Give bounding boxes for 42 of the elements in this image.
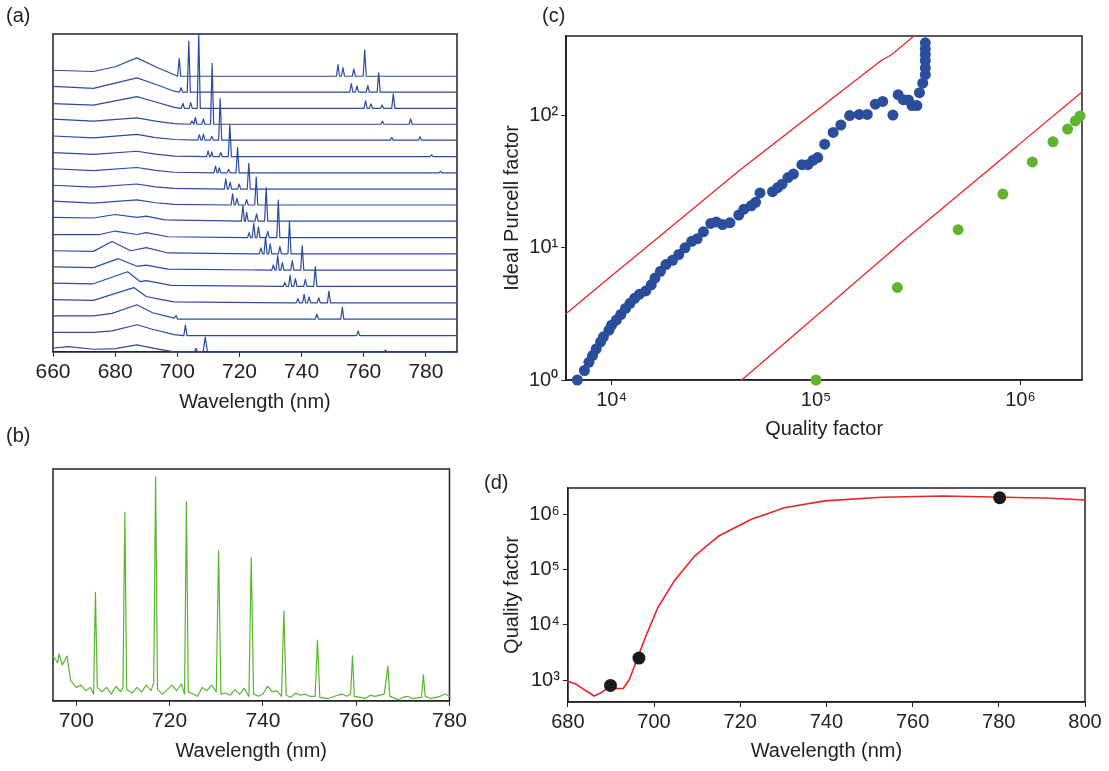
x-tick-label: 740: [284, 359, 320, 383]
x-tick-label: 680: [97, 359, 133, 383]
x-axis-title: Wavelength (nm): [750, 738, 903, 761]
y-axis-title: Quality factor: [499, 535, 522, 654]
x-tick-label: 780: [982, 709, 1016, 732]
text: (d): [484, 471, 509, 494]
x-tick-label: 10⁵: [800, 387, 832, 410]
x-tick-label: 760: [346, 359, 382, 383]
x-tick-label: 740: [809, 709, 844, 732]
x-tick-label: 700: [159, 359, 195, 383]
x-tick-label: 700: [58, 708, 94, 732]
y-axis-title: Ideal Purcell factor: [499, 124, 522, 291]
point: [604, 678, 618, 692]
point: [993, 491, 1007, 505]
x-tick-label: 800: [1068, 709, 1102, 732]
x-tick-label: 10⁴: [596, 387, 628, 410]
x-tick-label: 660: [35, 359, 71, 383]
x-tick-label: 720: [152, 708, 188, 732]
point: [632, 651, 646, 665]
y-tick-label: 10⁵: [529, 557, 560, 580]
y-tick-label: 10³: [530, 667, 561, 690]
x-tick-label: 740: [245, 708, 281, 732]
x-tick-label: 720: [723, 709, 757, 732]
y-tick-label: 10⁴: [529, 612, 560, 635]
y-tick-label: 10¹: [529, 235, 559, 258]
x-axis-title: Quality factor: [765, 416, 884, 439]
x-tick-label: 760: [895, 709, 930, 732]
x-axis-title: Wavelength (nm): [175, 738, 328, 761]
y-tick-label: 10⁰: [529, 367, 559, 390]
x-tick-label: 760: [338, 708, 374, 732]
x-tick-label: 680: [551, 709, 585, 732]
text: (b): [6, 424, 31, 447]
text: (c): [542, 4, 566, 27]
x-tick-label: 780: [431, 708, 467, 732]
x-tick-label: 700: [637, 709, 671, 732]
x-tick-label: 780: [408, 359, 444, 383]
x-axis-title: Wavelength (nm): [179, 389, 331, 412]
x-tick-label: 720: [221, 359, 257, 383]
x-tick-label: 10⁶: [1005, 387, 1036, 410]
y-tick-label: 10²: [529, 103, 559, 126]
y-tick-label: 10⁶: [529, 501, 560, 524]
text: (a): [6, 4, 31, 27]
